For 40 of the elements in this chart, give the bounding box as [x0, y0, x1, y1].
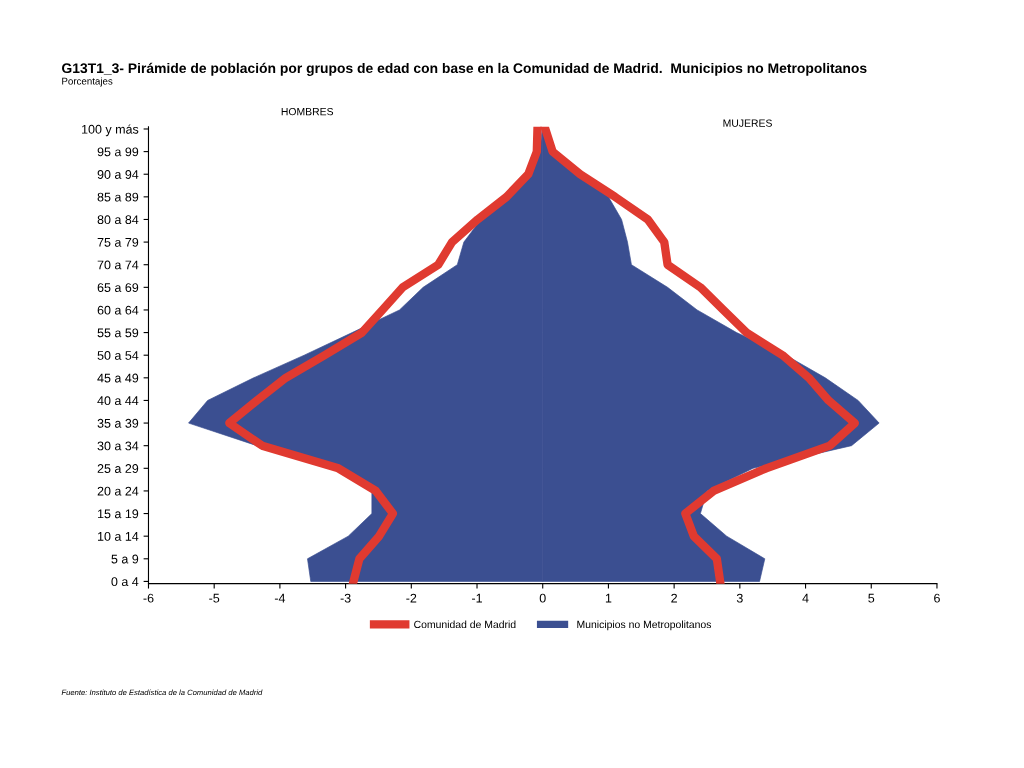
- x-tick-label: 4: [802, 593, 809, 603]
- x-tick-label: 6: [934, 593, 940, 603]
- legend-label: Municipios no Metropolitanos: [577, 620, 712, 631]
- y-tick-label: 0 a 4: [111, 577, 139, 587]
- y-tick-label: 55 a 59: [97, 328, 139, 338]
- chart-title: G13T1_3- Pirámide de población por grupos de edad con base en la Comunidad de Madrid. Municipios no Metropolitanos: [62, 62, 867, 76]
- y-tick-label: 15 a 19: [98, 509, 139, 519]
- y-tick-label: 35 a 39: [97, 418, 139, 428]
- y-tick-label: 45 a 49: [97, 373, 139, 383]
- x-tick-label: 2: [671, 593, 677, 603]
- y-tick-label: 85 a 89: [97, 192, 139, 202]
- x-tick-label: -6: [143, 593, 154, 603]
- x-tick-label: 1: [605, 593, 612, 603]
- y-tick-label: 5 a 9: [111, 554, 139, 564]
- annotation: MUJERES: [723, 119, 772, 127]
- y-tick-label: 65 a 69: [97, 283, 139, 292]
- x-tick-label: 5: [868, 593, 875, 603]
- y-tick-label: 70 a 74: [97, 260, 139, 270]
- y-tick-label: 50 a 54: [97, 351, 139, 360]
- x-tick-label: -3: [340, 593, 351, 603]
- y-tick-label: 100 y más: [82, 124, 139, 137]
- x-tick-label: -4: [274, 593, 286, 603]
- y-tick-label: 90 a 94: [97, 170, 139, 179]
- x-tick-label: -2: [406, 593, 417, 603]
- y-tick-label: 80 a 84: [97, 215, 139, 225]
- y-tick-label: 60 a 64: [97, 305, 139, 315]
- y-tick-label: 20 a 24: [97, 486, 139, 496]
- x-tick-label: -1: [472, 593, 482, 603]
- y-tick-label: 75 a 79: [97, 237, 139, 247]
- chart-subtitle: Porcentajes: [62, 77, 113, 87]
- y-tick-label: 95 a 99: [97, 147, 139, 157]
- legend-label: Comunidad de Madrid: [414, 620, 516, 629]
- y-tick-label: 10 a 14: [98, 531, 139, 541]
- y-tick-label: 25 a 29: [97, 464, 139, 473]
- x-tick-label: -5: [209, 593, 220, 603]
- text: HOMBRES: [281, 107, 334, 116]
- y-tick-label: 30 a 34: [97, 441, 139, 451]
- y-tick-label: 40 a 44: [97, 396, 139, 406]
- x-tick-label: 0: [539, 593, 546, 603]
- x-tick-label: 3: [736, 593, 743, 603]
